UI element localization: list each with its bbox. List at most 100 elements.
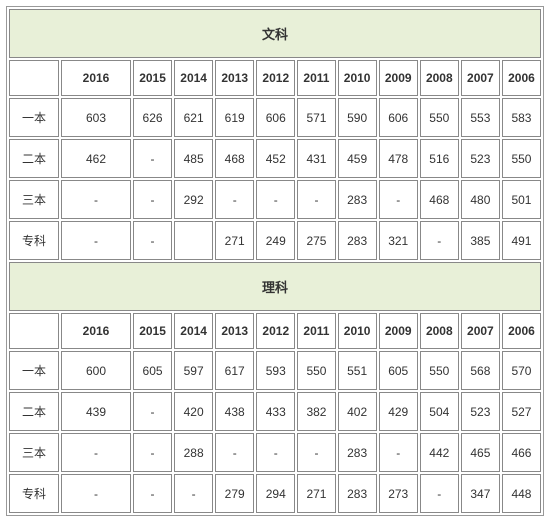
cell: 605 [133,351,172,390]
year-header: 2010 [338,313,377,349]
year-header: 2011 [297,313,335,349]
cell: 606 [256,98,295,137]
row-label: 三本 [9,433,59,472]
row-label: 一本 [9,98,59,137]
cell: 465 [461,433,500,472]
cell: 485 [174,139,213,178]
cell: 468 [215,139,254,178]
year-header: 2007 [461,60,500,96]
cell [174,221,213,260]
year-header: 2013 [215,60,254,96]
year-header: 2009 [379,313,418,349]
year-header: 2013 [215,313,254,349]
cell: - [174,474,213,513]
cell: 523 [461,139,500,178]
cell: 448 [502,474,541,513]
year-header: 2014 [174,313,213,349]
year-header: 2016 [61,313,131,349]
blank-header [9,60,59,96]
blank-header [9,313,59,349]
cell: 420 [174,392,213,431]
year-header: 2006 [502,60,541,96]
cell: 516 [420,139,459,178]
cell: 288 [174,433,213,472]
cell: 283 [338,221,377,260]
cell: 283 [338,180,377,219]
cell: - [420,474,459,513]
year-header: 2016 [61,60,131,96]
cell: 271 [215,221,254,260]
cell: - [133,221,172,260]
cell: 462 [61,139,131,178]
cell: - [61,433,131,472]
cell: 571 [297,98,335,137]
cell: 504 [420,392,459,431]
row-label: 三本 [9,180,59,219]
cell: 550 [420,351,459,390]
liberal-arts-table: 文科 2016 2015 2014 2013 2012 2011 2010 20… [7,7,543,515]
cell: 583 [502,98,541,137]
section-title-science: 理科 [9,262,541,311]
table-row: 专科 - - 271 249 275 283 321 - 385 491 [9,221,541,260]
cell: 279 [215,474,254,513]
cell: 621 [174,98,213,137]
cell: 480 [461,180,500,219]
year-header: 2011 [297,60,335,96]
year-header: 2008 [420,60,459,96]
cell: 438 [215,392,254,431]
score-tables-container: 文科 2016 2015 2014 2013 2012 2011 2010 20… [6,6,544,516]
cell: 283 [338,433,377,472]
cell: - [133,474,172,513]
cell: 551 [338,351,377,390]
table-row: 一本 603 626 621 619 606 571 590 606 550 5… [9,98,541,137]
row-label: 专科 [9,221,59,260]
cell: - [133,392,172,431]
cell: 433 [256,392,295,431]
cell: - [133,139,172,178]
cell: 466 [502,433,541,472]
cell: - [420,221,459,260]
cell: 347 [461,474,500,513]
cell: - [61,474,131,513]
header-row-science: 2016 2015 2014 2013 2012 2011 2010 2009 … [9,313,541,349]
cell: 550 [502,139,541,178]
cell: 271 [297,474,335,513]
cell: - [379,433,418,472]
cell: 550 [420,98,459,137]
year-header: 2009 [379,60,418,96]
table-row: 三本 - - 288 - - - 283 - 442 465 466 [9,433,541,472]
cell: 478 [379,139,418,178]
table-row: 专科 - - - 279 294 271 283 273 - 347 448 [9,474,541,513]
cell: 249 [256,221,295,260]
section-title-liberal: 文科 [9,9,541,58]
table-row: 三本 - - 292 - - - 283 - 468 480 501 [9,180,541,219]
cell: 429 [379,392,418,431]
cell: 593 [256,351,295,390]
cell: 550 [297,351,335,390]
year-header: 2014 [174,60,213,96]
year-header: 2012 [256,313,295,349]
header-row-liberal: 2016 2015 2014 2013 2012 2011 2010 2009 … [9,60,541,96]
cell: - [256,180,295,219]
table-row: 二本 462 - 485 468 452 431 459 478 516 523… [9,139,541,178]
cell: 292 [174,180,213,219]
cell: 385 [461,221,500,260]
row-label: 专科 [9,474,59,513]
year-header: 2015 [133,313,172,349]
cell: 597 [174,351,213,390]
year-header: 2007 [461,313,500,349]
row-label: 一本 [9,351,59,390]
table-row: 二本 439 - 420 438 433 382 402 429 504 523… [9,392,541,431]
cell: 468 [420,180,459,219]
cell: - [297,433,335,472]
table-row: 一本 600 605 597 617 593 550 551 605 550 5… [9,351,541,390]
year-header: 2015 [133,60,172,96]
cell: 606 [379,98,418,137]
cell: 617 [215,351,254,390]
cell: 590 [338,98,377,137]
cell: 553 [461,98,500,137]
cell: - [61,180,131,219]
cell: 283 [338,474,377,513]
cell: 431 [297,139,335,178]
cell: - [379,180,418,219]
